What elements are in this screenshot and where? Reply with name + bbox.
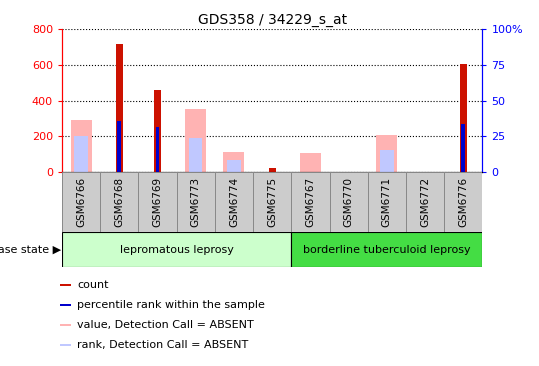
Bar bbox=[139, 172, 177, 232]
Text: GSM6771: GSM6771 bbox=[382, 177, 392, 227]
Bar bbox=[177, 172, 215, 232]
Bar bbox=[253, 172, 291, 232]
Bar bbox=[376, 135, 397, 172]
Text: borderline tuberculoid leprosy: borderline tuberculoid leprosy bbox=[303, 245, 471, 255]
Text: GSM6766: GSM6766 bbox=[76, 177, 86, 227]
Bar bbox=[300, 153, 321, 172]
Bar bbox=[116, 44, 123, 172]
Bar bbox=[368, 172, 406, 232]
Bar bbox=[460, 64, 467, 172]
Text: percentile rank within the sample: percentile rank within the sample bbox=[78, 300, 265, 310]
Text: count: count bbox=[78, 280, 109, 290]
Text: lepromatous leprosy: lepromatous leprosy bbox=[120, 245, 233, 255]
Bar bbox=[189, 138, 203, 172]
Text: GSM6773: GSM6773 bbox=[191, 177, 201, 227]
Bar bbox=[291, 172, 329, 232]
Bar bbox=[118, 121, 121, 172]
Bar bbox=[100, 172, 139, 232]
Bar bbox=[185, 109, 206, 172]
Title: GDS358 / 34229_s_at: GDS358 / 34229_s_at bbox=[198, 13, 347, 27]
Text: rank, Detection Call = ABSENT: rank, Detection Call = ABSENT bbox=[78, 340, 248, 350]
Bar bbox=[60, 344, 71, 346]
Bar bbox=[215, 172, 253, 232]
Bar bbox=[444, 172, 482, 232]
Bar bbox=[60, 284, 71, 287]
Text: GSM6768: GSM6768 bbox=[114, 177, 125, 227]
Text: GSM6767: GSM6767 bbox=[306, 177, 315, 227]
Bar bbox=[329, 172, 368, 232]
Bar bbox=[60, 324, 71, 326]
Bar bbox=[62, 232, 291, 267]
Bar bbox=[224, 152, 245, 172]
Bar bbox=[406, 172, 444, 232]
Bar bbox=[227, 160, 240, 172]
Text: value, Detection Call = ABSENT: value, Detection Call = ABSENT bbox=[78, 320, 254, 330]
Bar bbox=[154, 90, 161, 172]
Text: GSM6774: GSM6774 bbox=[229, 177, 239, 227]
Bar bbox=[269, 168, 275, 172]
Text: GSM6770: GSM6770 bbox=[344, 177, 354, 227]
Bar bbox=[380, 150, 393, 172]
Bar bbox=[74, 136, 88, 172]
Text: GSM6775: GSM6775 bbox=[267, 177, 277, 227]
Bar bbox=[60, 303, 71, 306]
Text: disease state ▶: disease state ▶ bbox=[0, 245, 61, 255]
Bar bbox=[461, 124, 465, 172]
Bar bbox=[71, 120, 92, 172]
Bar bbox=[62, 172, 100, 232]
Bar bbox=[156, 127, 160, 172]
Text: GSM6776: GSM6776 bbox=[458, 177, 468, 227]
Bar bbox=[291, 232, 482, 267]
Text: GSM6769: GSM6769 bbox=[153, 177, 163, 227]
Text: GSM6772: GSM6772 bbox=[420, 177, 430, 227]
